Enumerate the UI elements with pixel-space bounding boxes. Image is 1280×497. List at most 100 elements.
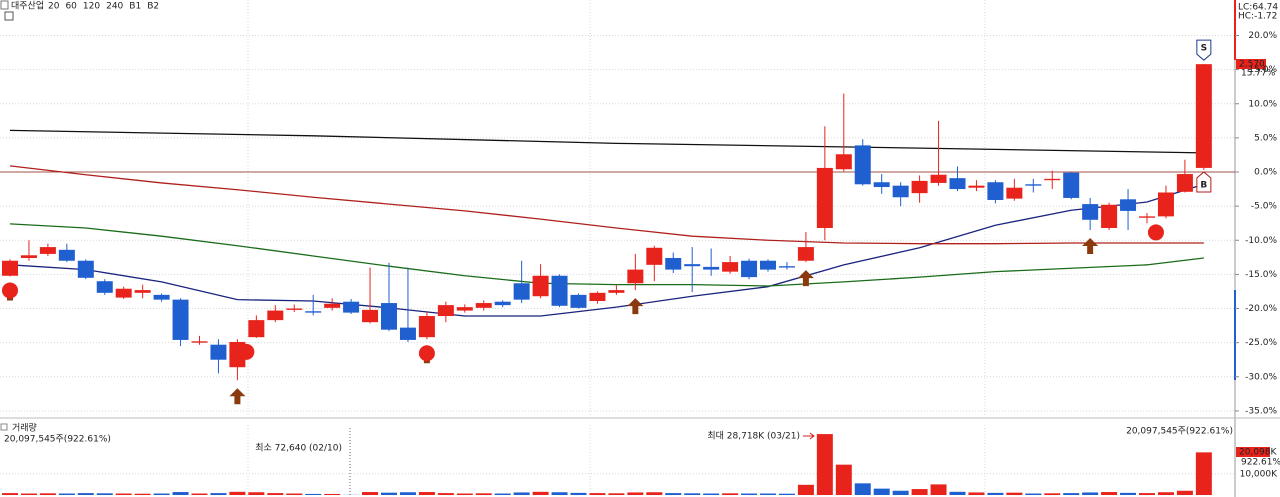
candle-body — [627, 269, 644, 284]
candle-body — [532, 275, 549, 297]
volume-bar — [418, 492, 435, 495]
volume-bar — [248, 492, 265, 495]
volume-bar — [949, 491, 966, 495]
volume-bar — [267, 493, 284, 495]
volume-bar — [134, 493, 151, 495]
volume-bar — [305, 493, 322, 495]
volume-bar — [968, 492, 985, 495]
volume-bar — [191, 493, 208, 495]
y-tick-label: 20.0% — [1248, 31, 1277, 41]
candle-body — [286, 308, 303, 310]
icon[interactable] — [0, 0, 9, 10]
moving-average — [9, 223, 1204, 287]
candle-body — [20, 255, 37, 259]
candle-body — [115, 288, 132, 298]
volume-bar — [589, 493, 606, 495]
candle-body — [835, 154, 852, 170]
last-volume-pct: 922.61% — [1241, 458, 1280, 468]
volume-bar — [1006, 492, 1023, 495]
candle-body — [589, 292, 606, 302]
candle-body — [2, 260, 18, 276]
volume-bar — [570, 492, 587, 495]
volume-bar — [1044, 493, 1061, 495]
candle-body — [949, 178, 966, 190]
lc-label: LC:64.74 — [1238, 3, 1278, 13]
candle-body — [153, 294, 170, 300]
candle-body — [399, 327, 416, 340]
volume-bar — [608, 493, 625, 495]
y-tick-label: -30.0% — [1245, 372, 1277, 382]
volume-bar — [96, 493, 113, 495]
candle-body — [418, 316, 435, 338]
volume-bar — [1139, 493, 1155, 495]
icon[interactable] — [0, 423, 8, 431]
volume-bar — [741, 493, 758, 495]
max-label: 최대 28,718K (03/21) — [707, 431, 800, 442]
volume-bar — [2, 493, 18, 495]
volume-bar — [229, 491, 246, 495]
volume-bar — [797, 484, 814, 495]
volume-bar — [684, 493, 701, 495]
candle-body — [873, 182, 890, 188]
candle-body — [646, 247, 663, 265]
volume-bar — [532, 491, 549, 495]
volume-bar — [1063, 493, 1080, 495]
volume-title: 거래량 — [12, 422, 37, 434]
candle-body — [703, 266, 720, 270]
candle-body — [1063, 172, 1080, 198]
legend-entry: B2 — [147, 2, 159, 12]
volume-bar — [153, 493, 170, 495]
volume-bar — [1025, 493, 1042, 495]
candle-body — [854, 145, 871, 185]
volume-bar — [437, 493, 454, 495]
y-tick-label: 10,000K — [1240, 469, 1278, 479]
volume-bar — [77, 493, 94, 495]
candle-body — [968, 185, 985, 188]
candle-body — [475, 303, 492, 308]
moving-average — [9, 183, 1205, 317]
sell-marker — [1196, 39, 1212, 61]
y-tick-label: -5.0% — [1251, 202, 1278, 212]
volume-bar — [873, 488, 890, 495]
volume-bar — [362, 492, 379, 495]
legend-entry: 20 — [48, 2, 60, 12]
signal-circle — [418, 345, 435, 362]
volume-info: 20,097,545주(922.61%) — [1126, 426, 1233, 437]
volume-bar — [456, 493, 473, 495]
volume-bar — [324, 493, 341, 495]
min-label: 최소 72,640 (02/10) — [255, 443, 342, 454]
volume-bar — [665, 493, 682, 495]
y-tick-label: -20.0% — [1245, 304, 1277, 314]
candle-body — [778, 266, 795, 268]
candle-body — [324, 303, 341, 308]
buy-arrow — [627, 298, 644, 315]
candle-body — [134, 290, 151, 293]
stock-name: 대주산업 — [11, 1, 44, 12]
max-arrow — [803, 432, 815, 440]
candle-body — [1120, 199, 1137, 211]
candle-body — [437, 305, 454, 317]
y-tick-label: 15.0% — [1248, 65, 1277, 75]
legend-entry: 120 — [83, 2, 100, 12]
volume-bar — [1157, 492, 1174, 495]
buy-marker — [1196, 171, 1212, 193]
icon[interactable] — [4, 11, 14, 21]
y-tick-label: 10.0% — [1248, 99, 1277, 109]
volume-bar — [494, 493, 511, 495]
candle-body — [248, 320, 265, 338]
volume-bar — [1195, 452, 1212, 495]
price-box — [1236, 59, 1266, 69]
candle-body — [570, 294, 587, 308]
volume-bar — [816, 434, 833, 495]
volume-bar — [1120, 492, 1137, 495]
moving-average — [9, 129, 1204, 154]
candle-body — [816, 167, 833, 228]
legend-entry: 60 — [65, 2, 77, 12]
volume-bar — [210, 493, 227, 495]
volume-bar — [854, 483, 871, 495]
y-tick-label: -25.0% — [1245, 338, 1277, 348]
volume-bar — [20, 493, 37, 495]
y-tick-label: -35.0% — [1245, 406, 1277, 416]
